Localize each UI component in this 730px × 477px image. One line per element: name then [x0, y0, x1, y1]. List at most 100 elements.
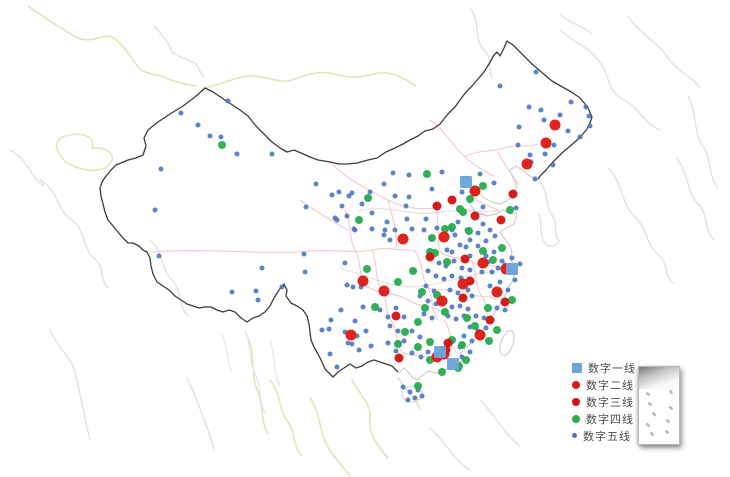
tier2-city-point [357, 275, 369, 287]
tier4-city-point [364, 194, 372, 202]
tier1-city-point [460, 176, 472, 188]
tier2-city-point [438, 231, 450, 243]
tier5-city-point [429, 315, 435, 321]
tier5-city-point [433, 273, 439, 279]
tier5-city-point [401, 314, 407, 320]
tier5-city-point [499, 258, 505, 264]
tier5-city-point [359, 201, 365, 207]
tier5-city-point [465, 287, 471, 293]
tier1-city-point [447, 358, 459, 370]
tier2-city-point [397, 233, 409, 245]
tier5-city-point [255, 297, 261, 303]
tier5-city-point [480, 204, 486, 210]
tier5-city-point [385, 340, 391, 346]
tier4-city-point [401, 328, 409, 336]
tier5-city-point [434, 225, 440, 231]
tier5-city-point [329, 192, 335, 198]
tier5-city-point [475, 230, 481, 236]
tier3-city-point [432, 201, 442, 211]
tier5-city-point [532, 176, 538, 182]
tier5-city-point [516, 124, 522, 130]
tier5-city-point [480, 221, 486, 227]
tier3-city-point [425, 252, 435, 262]
legend-label-tier3: 数字三线 [586, 395, 634, 409]
tier5-city-point [336, 189, 342, 195]
tier5-city-point [586, 113, 592, 119]
tier5-city-point [451, 258, 457, 264]
tier4-city-point [394, 278, 402, 286]
tier5-city-point [334, 217, 340, 223]
tier5-city-point [527, 152, 533, 158]
tier3-city-point [460, 254, 470, 264]
tier3-city-point [447, 195, 457, 205]
tier2-city-point [477, 257, 489, 269]
tier5-city-point [487, 283, 493, 289]
tier5-city-point [303, 204, 309, 210]
tier5-city-point [481, 315, 487, 321]
tier5-city-point [429, 186, 435, 192]
tier5-city-point [457, 303, 463, 309]
tier4-city-point [418, 288, 426, 296]
tier3-city-point [470, 211, 480, 221]
tier5-city-point [406, 172, 412, 178]
tier5-city-point [344, 213, 350, 219]
tier4-city-point [459, 208, 467, 216]
tier2-city-point [549, 119, 561, 131]
tier5-city-point [587, 123, 593, 129]
tier5-city-point [495, 265, 501, 271]
tier5-city-point [387, 323, 393, 329]
tier5-city-point [356, 347, 362, 353]
tier5-city-point [178, 110, 184, 116]
tier5-city-point [409, 328, 415, 334]
tier5-city-point [369, 226, 375, 232]
tier3-city-point [485, 315, 495, 325]
tier5-city-point [368, 343, 374, 349]
tier2-city-point [521, 158, 533, 170]
tier5-city-point [344, 282, 350, 288]
tier4-city-point [471, 322, 479, 330]
tier5-city-point [390, 170, 396, 176]
inset-island-mark [651, 411, 657, 417]
tier5-city-point [568, 99, 574, 105]
tier5-city-point [512, 277, 518, 283]
tier4-city-point [394, 340, 402, 348]
tier5-city-point [421, 227, 427, 233]
tier3-city-point [496, 215, 506, 225]
tier5-city-point [369, 210, 375, 216]
tier4-city-point [484, 304, 492, 312]
inset-island-mark [668, 389, 674, 395]
tier5-city-point [550, 162, 556, 168]
tier5-city-point [412, 395, 418, 401]
tier5-city-point [352, 227, 358, 233]
tier4-city-point [479, 247, 487, 255]
tier5-city-point [302, 269, 308, 275]
tier5-city-point [403, 203, 409, 209]
tier5-city-point [269, 151, 275, 157]
tier4-city-point [465, 227, 473, 235]
tier4-city-point [414, 382, 422, 390]
tier5-city-point [455, 290, 461, 296]
tier5-city-point [363, 328, 369, 334]
tier5-city-point [345, 340, 351, 346]
tier2-city-point [491, 286, 503, 298]
tier3-dot-swatch [572, 397, 580, 406]
tier5-city-point [253, 288, 259, 294]
tier4-city-point [463, 314, 471, 322]
tier4-city-point [414, 318, 422, 326]
tier5-city-point [319, 327, 325, 333]
tier5-city-point [565, 128, 571, 134]
tier5-city-point [469, 293, 475, 299]
tier5-city-point [459, 265, 465, 271]
tier2-city-point [469, 185, 481, 197]
tier5-city-point [349, 190, 355, 196]
tier5-city-point [387, 237, 393, 243]
tier5-city-point [393, 305, 399, 311]
tier5-city-point [407, 389, 413, 395]
tier5-city-point [492, 233, 498, 239]
tier5-city-point [439, 169, 445, 175]
south-china-sea-inset [638, 366, 680, 445]
tier5-city-point [400, 384, 406, 390]
tier5-city-point [449, 304, 455, 310]
tier4-city-point [489, 256, 497, 264]
tier4-city-point [479, 182, 487, 190]
